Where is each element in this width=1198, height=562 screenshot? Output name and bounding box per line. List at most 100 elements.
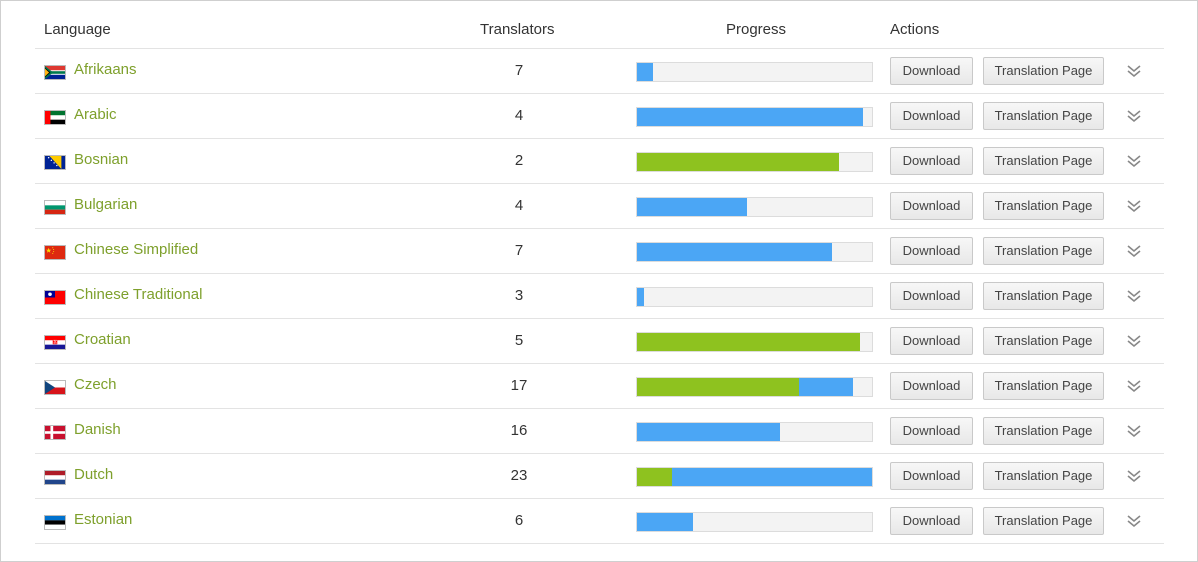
translators-count: 4 (514, 107, 524, 124)
download-button[interactable]: Download (890, 192, 973, 220)
language-link[interactable]: Estonian (74, 511, 133, 528)
chevron-down-icon[interactable] (1126, 108, 1142, 124)
uae-flag-icon (44, 110, 66, 125)
language-link[interactable]: Danish (74, 421, 121, 438)
language-link[interactable]: Arabic (74, 106, 117, 123)
bosnia-flag-icon (44, 155, 66, 170)
table-row: Estonian 6 Download Translation Page (35, 499, 1164, 544)
translation-page-button[interactable]: Translation Page (983, 237, 1104, 265)
table-body: Afrikaans 7 Download Translation Page Arabic… (35, 49, 1164, 544)
table-row: Afrikaans 7 Download Translation Page (35, 49, 1164, 94)
chevron-down-icon[interactable] (1126, 513, 1142, 529)
language-link[interactable]: Bulgarian (74, 196, 138, 213)
progress-bar (636, 467, 873, 487)
table-row: Arabic 4 Download Translation Page (35, 94, 1164, 139)
table-header: Language Translators Progress Actions (35, 9, 1164, 49)
south-africa-flag-icon (44, 65, 66, 80)
progress-bar (636, 242, 873, 262)
chevron-down-icon[interactable] (1126, 243, 1142, 259)
translation-page-button[interactable]: Translation Page (983, 327, 1104, 355)
translators-count: 2 (514, 152, 524, 169)
table-row: Bosnian 2 Download Translation Page (35, 139, 1164, 184)
translation-page-button[interactable]: Translation Page (983, 462, 1104, 490)
china-flag-icon (44, 245, 66, 260)
download-button[interactable]: Download (890, 507, 973, 535)
language-link[interactable]: Bosnian (74, 151, 129, 168)
chevron-down-icon[interactable] (1126, 198, 1142, 214)
denmark-flag-icon (44, 425, 66, 440)
chevron-down-icon[interactable] (1126, 423, 1142, 439)
language-link[interactable]: Afrikaans (74, 61, 137, 78)
language-link[interactable]: Dutch (74, 466, 114, 483)
chevron-down-icon[interactable] (1126, 288, 1142, 304)
progress-approved-fill (637, 378, 799, 396)
czech-flag-icon (44, 380, 66, 395)
progress-translated-fill (672, 468, 872, 486)
table-row: Croatian 5 Download Translation Page (35, 319, 1164, 364)
progress-translated-fill (637, 63, 653, 81)
netherlands-flag-icon (44, 470, 66, 485)
progress-bar (636, 512, 873, 532)
translators-count: 7 (514, 242, 524, 259)
progress-bar (636, 62, 873, 82)
progress-translated-fill (637, 243, 832, 261)
language-link[interactable]: Czech (74, 376, 117, 393)
download-button[interactable]: Download (890, 462, 973, 490)
table-row: Bulgarian 4 Download Translation Page (35, 184, 1164, 229)
download-button[interactable]: Download (890, 147, 973, 175)
translation-page-button[interactable]: Translation Page (983, 147, 1104, 175)
chevron-down-icon[interactable] (1126, 333, 1142, 349)
translation-page-button[interactable]: Translation Page (983, 57, 1104, 85)
progress-bar (636, 332, 873, 352)
progress-translated-fill (637, 198, 747, 216)
progress-translated-fill (637, 108, 863, 126)
table-row: Danish 16 Download Translation Page (35, 409, 1164, 454)
chevron-down-icon[interactable] (1126, 153, 1142, 169)
download-button[interactable]: Download (890, 417, 973, 445)
progress-bar (636, 197, 873, 217)
progress-translated-fill (637, 423, 780, 441)
bulgaria-flag-icon (44, 200, 66, 215)
translation-page-button[interactable]: Translation Page (983, 282, 1104, 310)
table-row: Chinese Simplified 7 Download Translation P… (35, 229, 1164, 274)
translation-page-button[interactable]: Translation Page (983, 192, 1104, 220)
translators-count: 6 (514, 512, 524, 529)
progress-approved-fill (637, 468, 672, 486)
download-button[interactable]: Download (890, 102, 973, 130)
translators-count: 16 (510, 422, 528, 439)
translation-page-button[interactable]: Translation Page (983, 507, 1104, 535)
progress-approved-fill (637, 153, 839, 171)
translators-count: 7 (514, 62, 524, 79)
table-row: Chinese Traditional 3 Download Translation … (35, 274, 1164, 319)
translators-count: 5 (514, 332, 524, 349)
translation-page-button[interactable]: Translation Page (983, 372, 1104, 400)
chevron-down-icon[interactable] (1126, 468, 1142, 484)
language-link[interactable]: Croatian (74, 331, 131, 348)
language-link[interactable]: Chinese Simplified (74, 241, 199, 258)
header-translators: Translators (480, 21, 555, 38)
progress-bar (636, 377, 873, 397)
download-button[interactable]: Download (890, 57, 973, 85)
chevron-down-icon[interactable] (1126, 378, 1142, 394)
header-progress: Progress (726, 21, 787, 38)
download-button[interactable]: Download (890, 372, 973, 400)
header-actions: Actions (890, 21, 940, 38)
language-link[interactable]: Chinese Traditional (74, 286, 203, 303)
translators-count: 17 (510, 377, 528, 394)
download-button[interactable]: Download (890, 327, 973, 355)
progress-bar (636, 287, 873, 307)
progress-translated-fill (637, 288, 644, 306)
translation-page-button[interactable]: Translation Page (983, 417, 1104, 445)
table-row: Czech 17 Download Translation Page (35, 364, 1164, 409)
chevron-down-icon[interactable] (1126, 63, 1142, 79)
download-button[interactable]: Download (890, 237, 973, 265)
header-language: Language (44, 21, 111, 38)
languages-table: Language Translators Progress Actions Af… (35, 9, 1164, 544)
download-button[interactable]: Download (890, 282, 973, 310)
progress-bar (636, 107, 873, 127)
croatia-flag-icon (44, 335, 66, 350)
progress-translated-fill (637, 513, 693, 531)
translation-page-button[interactable]: Translation Page (983, 102, 1104, 130)
progress-bar (636, 152, 873, 172)
